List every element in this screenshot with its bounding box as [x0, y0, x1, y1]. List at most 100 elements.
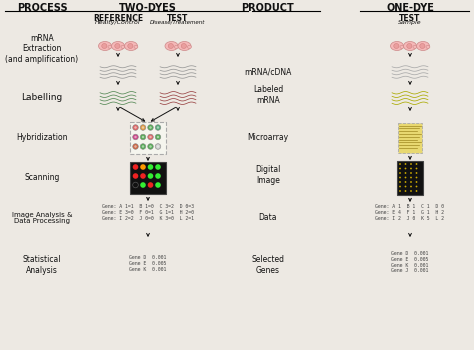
Circle shape: [416, 186, 418, 187]
Text: Image Analysis &
Data Processing: Image Analysis & Data Processing: [12, 211, 72, 224]
Text: Statistical
Analysis: Statistical Analysis: [23, 255, 61, 275]
Text: PRODUCT: PRODUCT: [242, 3, 294, 13]
Circle shape: [149, 126, 152, 129]
Ellipse shape: [125, 42, 137, 50]
Circle shape: [399, 190, 401, 192]
Ellipse shape: [394, 43, 399, 49]
Circle shape: [155, 144, 161, 149]
Circle shape: [410, 181, 412, 183]
Circle shape: [155, 134, 161, 140]
Text: PROCESS: PROCESS: [17, 3, 67, 13]
Ellipse shape: [165, 42, 178, 50]
Text: REFERENCE: REFERENCE: [93, 14, 143, 23]
Circle shape: [142, 145, 144, 148]
Text: Data: Data: [259, 214, 277, 223]
Circle shape: [416, 163, 418, 165]
Circle shape: [405, 163, 406, 165]
Circle shape: [416, 181, 418, 183]
Circle shape: [399, 181, 401, 183]
Text: Labelling: Labelling: [21, 93, 63, 103]
Circle shape: [148, 173, 153, 179]
Text: Disease/Treatement: Disease/Treatement: [150, 20, 206, 25]
Text: Gene D  0.001
Gene E  0.005
Gene K  0.001: Gene D 0.001 Gene E 0.005 Gene K 0.001: [129, 255, 167, 272]
Ellipse shape: [128, 43, 133, 49]
Ellipse shape: [99, 42, 111, 50]
Circle shape: [399, 177, 401, 178]
Bar: [398, 123, 422, 153]
Circle shape: [142, 136, 144, 138]
Text: mRNA/cDNA: mRNA/cDNA: [244, 68, 292, 77]
Text: TEST: TEST: [167, 14, 189, 23]
Text: Scanning: Scanning: [24, 174, 60, 182]
Circle shape: [148, 182, 153, 188]
Ellipse shape: [420, 43, 425, 49]
Text: TWO-DYES: TWO-DYES: [119, 3, 177, 13]
Circle shape: [157, 136, 159, 138]
Circle shape: [140, 125, 146, 130]
Circle shape: [416, 168, 418, 169]
Ellipse shape: [407, 43, 412, 49]
Circle shape: [133, 134, 138, 140]
Text: Healty/Control: Healty/Control: [95, 20, 141, 25]
Bar: [130, 162, 166, 194]
Circle shape: [416, 172, 418, 174]
Ellipse shape: [115, 43, 120, 49]
Circle shape: [405, 168, 406, 169]
Circle shape: [399, 168, 401, 169]
Circle shape: [155, 182, 161, 188]
Ellipse shape: [168, 43, 173, 49]
Ellipse shape: [102, 43, 107, 49]
Ellipse shape: [121, 45, 125, 48]
Circle shape: [410, 163, 412, 165]
Circle shape: [148, 164, 153, 170]
Ellipse shape: [108, 45, 112, 48]
Ellipse shape: [417, 42, 429, 50]
Ellipse shape: [178, 42, 191, 50]
Circle shape: [140, 173, 146, 179]
Bar: [130, 122, 166, 154]
Circle shape: [133, 125, 138, 130]
Circle shape: [134, 136, 137, 138]
Circle shape: [155, 125, 161, 130]
Text: ONE-DYE: ONE-DYE: [386, 3, 434, 13]
Circle shape: [140, 134, 146, 140]
Circle shape: [140, 164, 146, 170]
Circle shape: [399, 172, 401, 174]
Circle shape: [148, 134, 153, 140]
Circle shape: [140, 144, 146, 149]
Circle shape: [140, 182, 146, 188]
Ellipse shape: [174, 45, 178, 48]
Circle shape: [149, 145, 152, 148]
Circle shape: [405, 181, 406, 183]
Ellipse shape: [403, 42, 417, 50]
Text: Gene: A 1=1  B 1=0  C 3=2  D 0=3
Gene: E 3=0  F 0=1  G 1=1  H 2=0
Gene: I 2=2  J: Gene: A 1=1 B 1=0 C 3=2 D 0=3 Gene: E 3=…: [102, 204, 194, 220]
Circle shape: [416, 190, 418, 192]
Circle shape: [399, 186, 401, 187]
Circle shape: [410, 190, 412, 192]
Text: TEST: TEST: [399, 14, 421, 23]
Circle shape: [155, 164, 161, 170]
Circle shape: [157, 126, 159, 129]
Text: Microarray: Microarray: [247, 133, 289, 142]
Text: Sample: Sample: [398, 20, 422, 25]
Circle shape: [410, 177, 412, 178]
Circle shape: [148, 144, 153, 149]
Circle shape: [410, 168, 412, 169]
Ellipse shape: [413, 45, 417, 48]
Ellipse shape: [188, 45, 191, 48]
Circle shape: [410, 186, 412, 187]
Circle shape: [410, 172, 412, 174]
Circle shape: [155, 173, 161, 179]
Circle shape: [133, 144, 138, 149]
Ellipse shape: [134, 45, 138, 48]
Text: Hybridization: Hybridization: [16, 133, 68, 142]
Ellipse shape: [111, 42, 125, 50]
Bar: [397, 161, 423, 195]
Text: Labeled
mRNA: Labeled mRNA: [253, 85, 283, 105]
Circle shape: [416, 177, 418, 178]
Circle shape: [405, 172, 406, 174]
Circle shape: [134, 145, 137, 148]
Circle shape: [405, 190, 406, 192]
Ellipse shape: [426, 45, 430, 48]
Ellipse shape: [400, 45, 404, 48]
